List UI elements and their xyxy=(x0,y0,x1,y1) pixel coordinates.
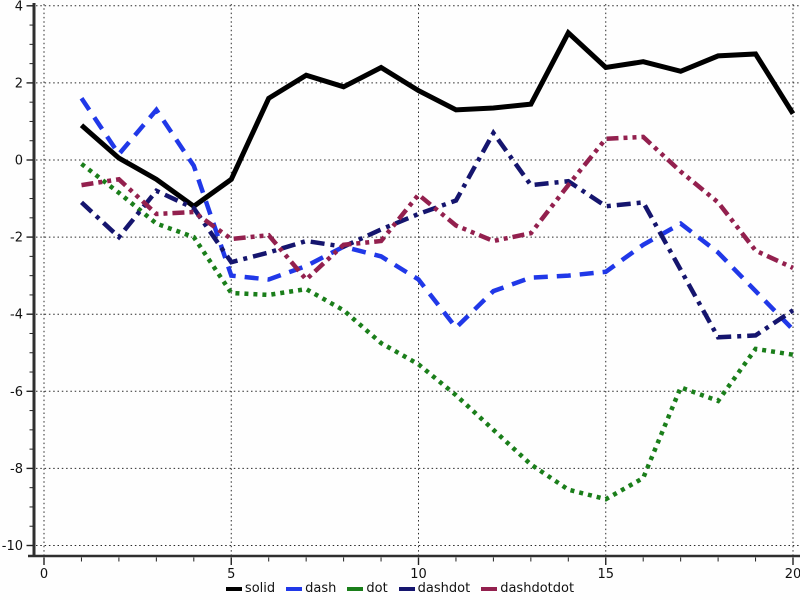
legend-item-dash: dash xyxy=(286,581,336,596)
y-axis-tick-label: 4 xyxy=(15,0,23,14)
legend-label: solid xyxy=(244,581,276,596)
legend-swatch-dashdotdot xyxy=(481,586,498,591)
series-line-dashdotdot xyxy=(81,134,794,283)
y-axis-tick-label: -2 xyxy=(10,231,23,246)
x-axis-tick-label: 5 xyxy=(227,567,235,582)
y-axis-tick-label: -6 xyxy=(10,385,23,400)
legend-swatch-dashdot xyxy=(398,586,415,591)
legend-swatch-dot xyxy=(347,586,364,591)
y-axis-tick-label: 2 xyxy=(15,76,23,91)
x-axis-tick-label: 10 xyxy=(410,567,427,582)
legend-label: dashdot xyxy=(417,581,471,596)
x-axis-tick-label: 0 xyxy=(40,567,48,582)
legend-label: dash xyxy=(305,581,337,596)
legend-swatch-solid xyxy=(225,586,242,591)
x-axis-tick-label: 15 xyxy=(597,567,614,582)
chart-legend: solid dash dot dashdot dashdotdot xyxy=(0,581,800,596)
legend-label: dashdotdot xyxy=(500,581,575,596)
legend-label: dot xyxy=(366,581,388,596)
series-line-dash xyxy=(79,97,795,332)
legend-item-dashdotdot: dashdotdot xyxy=(481,581,574,596)
y-axis-tick-label: -8 xyxy=(10,462,23,477)
y-axis-tick-label: -4 xyxy=(10,308,23,323)
x-axis-tick-label: 20 xyxy=(785,567,800,582)
series-line-solid xyxy=(79,28,796,210)
legend-item-solid: solid xyxy=(225,581,276,596)
legend-item-dot: dot xyxy=(347,581,388,596)
legend-item-dashdot: dashdot xyxy=(398,581,471,596)
y-axis-tick-label: 0 xyxy=(15,154,23,169)
legend-swatch-dash xyxy=(286,586,303,591)
series-line-dot xyxy=(80,162,794,502)
y-axis-tick-label: -10 xyxy=(2,539,23,554)
